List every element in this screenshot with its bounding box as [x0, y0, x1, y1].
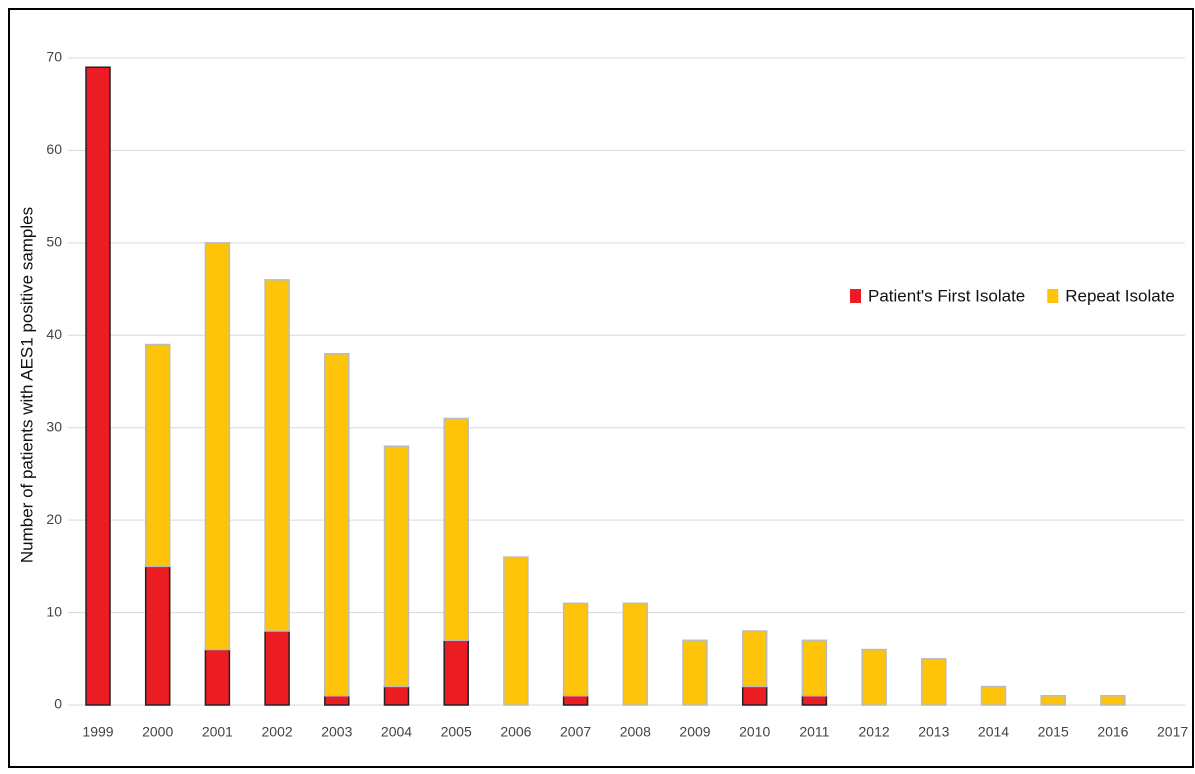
bar-segment: [144, 343, 171, 568]
legend-swatch: [850, 289, 861, 303]
bar-segment: [801, 639, 828, 697]
x-tick-label: 2014: [978, 724, 1009, 740]
x-tick-label: 2004: [381, 724, 412, 740]
bar-segment: [383, 445, 410, 688]
y-axis-label: Number of patients with AES1 positive sa…: [17, 207, 36, 563]
bar-segment: [801, 695, 828, 706]
bar-segment: [682, 639, 708, 706]
bar-segment: [204, 242, 231, 651]
x-tick-label: 2011: [799, 724, 829, 740]
bar-segment: [921, 658, 947, 706]
bar-segment: [264, 630, 290, 706]
bar-segment: [1040, 695, 1066, 706]
bar-segment: [383, 685, 410, 706]
x-tick-label: 2015: [1038, 724, 1069, 740]
x-tick-label: 2012: [859, 724, 890, 740]
y-tick-label: 10: [46, 603, 62, 619]
x-tick-label: 2007: [560, 724, 591, 740]
bar-segment: [144, 565, 171, 706]
y-tick-label: 70: [46, 49, 62, 65]
y-tick-label: 60: [46, 141, 62, 157]
x-tick-label: 2002: [262, 724, 293, 740]
x-tick-label: 2013: [918, 724, 949, 740]
x-tick-label: 2010: [739, 724, 770, 740]
x-tick-label: 2003: [321, 724, 352, 740]
y-tick-label: 20: [46, 511, 62, 527]
bar-segment: [980, 685, 1007, 706]
bar-segment: [861, 648, 887, 706]
bar-segment: [741, 685, 768, 706]
x-tick-label: 2006: [500, 724, 531, 740]
y-tick-label: 50: [46, 234, 62, 250]
legend-label: Patient's First Isolate: [868, 286, 1025, 305]
x-tick-label: 2005: [441, 724, 472, 740]
bar-segment: [264, 279, 290, 632]
x-tick-label: 2009: [679, 724, 710, 740]
legend-label: Repeat Isolate: [1065, 286, 1175, 305]
bar-segment: [562, 695, 589, 706]
y-tick-label: 30: [46, 418, 62, 434]
x-tick-label: 2001: [202, 724, 233, 740]
x-tick-label: 1999: [82, 724, 113, 740]
bar-segment: [741, 630, 768, 688]
bar-segment: [562, 602, 589, 697]
bar-segment: [85, 66, 111, 706]
bar-segment: [622, 602, 649, 706]
bar-segment: [324, 353, 350, 697]
bar-segment: [503, 556, 529, 706]
y-tick-label: 40: [46, 326, 62, 342]
legend-swatch: [1047, 289, 1059, 303]
x-tick-label: 2017: [1157, 724, 1188, 740]
bar-segment: [204, 648, 231, 706]
bar-segment: [443, 417, 469, 642]
bar-segment: [443, 639, 469, 706]
x-tick-label: 2000: [142, 724, 173, 740]
bar-segment: [1100, 695, 1126, 706]
y-tick-label: 0: [54, 696, 62, 712]
x-tick-label: 2008: [620, 724, 651, 740]
x-tick-label: 2016: [1097, 724, 1128, 740]
bar-segment: [324, 695, 350, 706]
frame: [8, 8, 1194, 768]
